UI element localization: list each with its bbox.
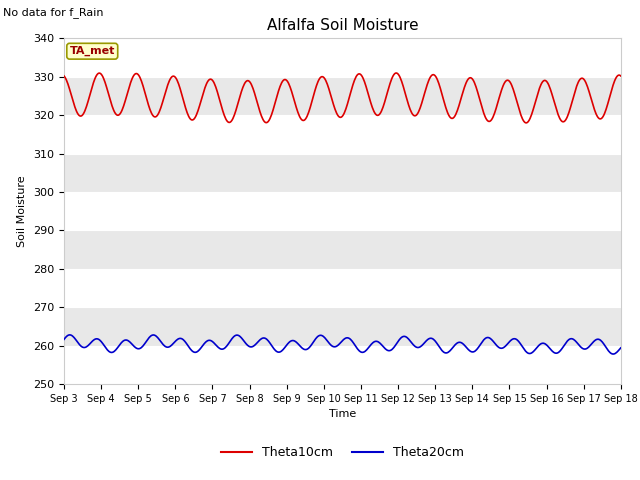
Bar (64, 77, 621, 115)
Bar (64, 38, 621, 77)
Bar (64, 192, 621, 230)
Bar (64, 307, 621, 346)
Y-axis label: Soil Moisture: Soil Moisture (17, 175, 28, 247)
Bar (64, 154, 621, 192)
X-axis label: Time: Time (329, 409, 356, 419)
Bar (64, 269, 621, 307)
Bar (64, 346, 621, 384)
Text: No data for f_Rain: No data for f_Rain (3, 7, 104, 18)
Bar (64, 115, 621, 154)
Legend: Theta10cm, Theta20cm: Theta10cm, Theta20cm (216, 441, 469, 464)
Bar (64, 230, 621, 269)
Title: Alfalfa Soil Moisture: Alfalfa Soil Moisture (267, 18, 418, 33)
Text: TA_met: TA_met (70, 46, 115, 56)
